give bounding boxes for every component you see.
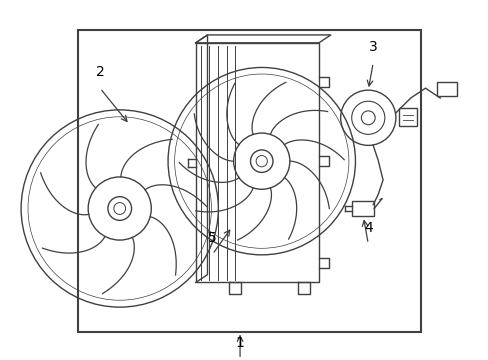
Bar [436,82,456,96]
Text: 1: 1 [235,336,244,350]
Text: 2: 2 [96,65,104,79]
Text: 3: 3 [368,40,377,54]
Bar [352,201,373,216]
Bar [78,30,420,332]
Text: 4: 4 [363,221,372,235]
Text: 5: 5 [208,231,216,246]
Bar [398,108,416,126]
